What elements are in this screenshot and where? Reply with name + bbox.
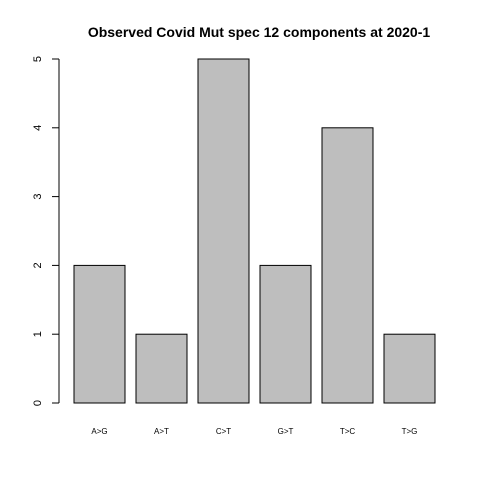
bar-t-to-c [321,127,374,404]
y-axis: 0 1 2 3 4 5 [32,56,60,406]
x-tick-label: A>T [154,427,169,436]
y-tick-label: 2 [32,262,44,268]
bar-a-to-t [135,333,188,404]
y-tick-label: 5 [32,56,44,62]
x-tick-label: A>G [91,427,107,436]
y-tick-label: 1 [32,331,44,337]
bars-group [73,58,436,404]
y-tick-label: 3 [32,194,44,200]
y-tick-label: 0 [32,400,44,406]
x-axis-labels: A>G A>T C>T G>T T>C T>G [91,427,417,436]
x-tick-label: G>T [278,427,294,436]
x-tick-label: C>T [216,427,231,436]
bar-a-to-g [73,264,126,404]
bar-g-to-t [259,264,312,404]
x-tick-label: T>C [340,427,356,436]
x-tick-label: T>G [402,427,418,436]
bar-t-to-g [383,333,436,404]
y-tick-label: 4 [32,125,44,131]
bar-c-to-t [197,58,250,404]
chart-title: Observed Covid Mut spec 12 components at… [88,24,431,40]
